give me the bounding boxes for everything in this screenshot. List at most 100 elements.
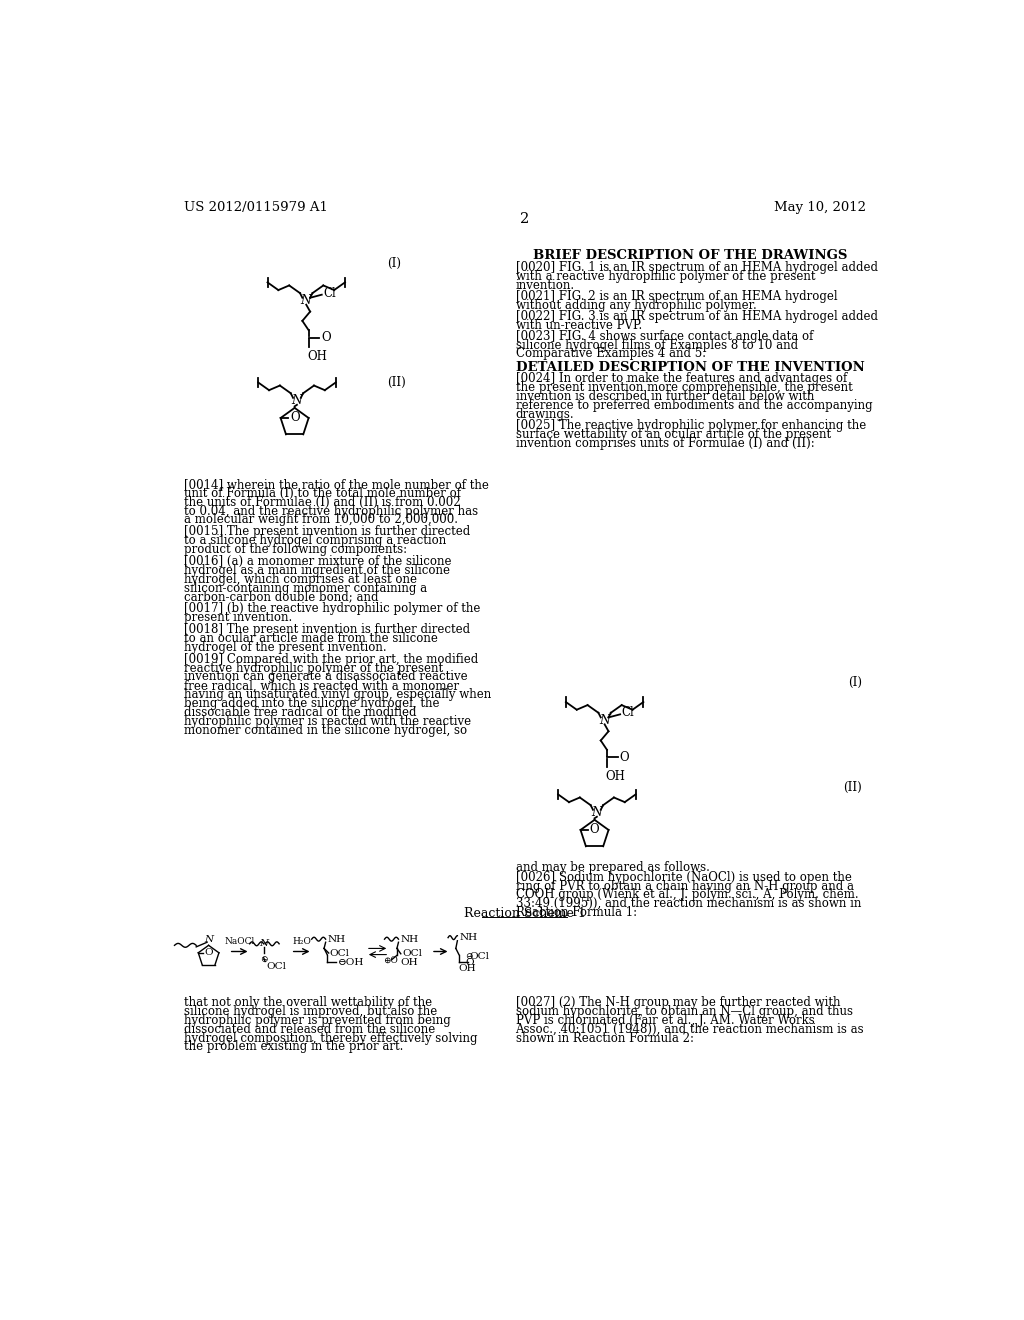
Text: OCl: OCl [470, 952, 489, 961]
Text: N: N [259, 940, 268, 948]
Text: Comparative Examples 4 and 5.: Comparative Examples 4 and 5. [515, 347, 706, 360]
Text: carbon-carbon double bond; and: carbon-carbon double bond; and [183, 590, 378, 603]
Text: N: N [599, 714, 610, 727]
Text: [0018] The present invention is further directed: [0018] The present invention is further … [183, 623, 470, 636]
Text: dissociated and released from the silicone: dissociated and released from the silico… [183, 1023, 435, 1036]
Text: ⊖OH: ⊖OH [338, 958, 365, 966]
Text: to a silicone hydrogel comprising a reaction: to a silicone hydrogel comprising a reac… [183, 535, 446, 548]
Text: NH: NH [328, 935, 346, 944]
Text: product of the following components:: product of the following components: [183, 543, 407, 556]
Text: OH: OH [458, 964, 476, 973]
Text: ⊖: ⊖ [261, 954, 268, 964]
Text: May 10, 2012: May 10, 2012 [774, 201, 866, 214]
Text: the units of Formulae (I) and (II) is from 0.002: the units of Formulae (I) and (II) is fr… [183, 496, 461, 508]
Text: (II): (II) [843, 780, 862, 793]
Text: monomer contained in the silicone hydrogel, so: monomer contained in the silicone hydrog… [183, 723, 467, 737]
Text: invention can generate a disassociated reactive: invention can generate a disassociated r… [183, 671, 467, 684]
Text: Cl: Cl [324, 286, 336, 300]
Text: [0020] FIG. 1 is an IR spectrum of an HEMA hydrogel added: [0020] FIG. 1 is an IR spectrum of an HE… [515, 261, 878, 273]
Text: with a reactive hydrophilic polymer of the present: with a reactive hydrophilic polymer of t… [515, 269, 815, 282]
Text: free radical, which is reacted with a monomer: free radical, which is reacted with a mo… [183, 680, 459, 692]
Text: [0015] The present invention is further directed: [0015] The present invention is further … [183, 525, 470, 539]
Text: silicone hydrogel films of Examples 8 to 10 and: silicone hydrogel films of Examples 8 to… [515, 339, 798, 351]
Text: US 2012/0115979 A1: US 2012/0115979 A1 [183, 201, 328, 214]
Text: [0027] (2) The N-H group may be further reacted with: [0027] (2) The N-H group may be further … [515, 997, 840, 1010]
Text: Reaction Formula 1:: Reaction Formula 1: [515, 906, 637, 919]
Text: (II): (II) [388, 376, 407, 388]
Text: ring of PVR to obtain a chain having an N-H group and a: ring of PVR to obtain a chain having an … [515, 879, 853, 892]
Text: invention is described in further detail below with: invention is described in further detail… [515, 391, 814, 403]
Text: the present invention more comprehensible, the present: the present invention more comprehensibl… [515, 381, 852, 395]
Text: with un-reactive PVP.: with un-reactive PVP. [515, 318, 642, 331]
Text: [0017] (b) the reactive hydrophilic polymer of the: [0017] (b) the reactive hydrophilic poly… [183, 602, 480, 615]
Text: reference to preferred embodiments and the accompanying: reference to preferred embodiments and t… [515, 399, 872, 412]
Text: hydrophilic polymer is prevented from being: hydrophilic polymer is prevented from be… [183, 1014, 451, 1027]
Text: OCl: OCl [266, 962, 286, 972]
Text: to an ocular article made from the silicone: to an ocular article made from the silic… [183, 632, 437, 645]
Text: reactive hydrophilic polymer of the present: reactive hydrophilic polymer of the pres… [183, 661, 443, 675]
Text: O: O [620, 751, 629, 764]
Text: 33:49 (1995)), and the reaction mechanism is as shown in: 33:49 (1995)), and the reaction mechanis… [515, 898, 861, 911]
Text: O: O [205, 948, 213, 957]
Text: present invention.: present invention. [183, 611, 292, 624]
Text: (I): (I) [388, 257, 401, 271]
Text: O: O [290, 412, 300, 425]
Text: H₂O: H₂O [292, 937, 311, 946]
Text: N: N [592, 807, 602, 820]
Text: silicon-containing monomer containing a: silicon-containing monomer containing a [183, 582, 427, 594]
Text: having an unsaturated vinyl group, especially when: having an unsaturated vinyl group, espec… [183, 688, 492, 701]
Text: Cl: Cl [622, 706, 635, 719]
Text: hydrogel composition, thereby effectively solving: hydrogel composition, thereby effectivel… [183, 1032, 477, 1044]
Text: (I): (I) [848, 676, 862, 689]
Text: [0022] FIG. 3 is an IR spectrum of an HEMA hydrogel added: [0022] FIG. 3 is an IR spectrum of an HE… [515, 310, 878, 322]
Text: [0019] Compared with the prior art, the modified: [0019] Compared with the prior art, the … [183, 653, 478, 665]
Text: being added into the silicone hydrogel, the: being added into the silicone hydrogel, … [183, 697, 439, 710]
Text: [0024] In order to make the features and advantages of: [0024] In order to make the features and… [515, 372, 847, 385]
Text: hydrogel of the present invention.: hydrogel of the present invention. [183, 640, 386, 653]
Text: OH: OH [307, 350, 327, 363]
Text: that not only the overall wettability of the: that not only the overall wettability of… [183, 997, 432, 1010]
Text: shown in Reaction Formula 2:: shown in Reaction Formula 2: [515, 1032, 693, 1044]
Text: drawings.: drawings. [515, 408, 574, 421]
Text: Assoc., 40:1051 (1948)), and the reaction mechanism is as: Assoc., 40:1051 (1948)), and the reactio… [515, 1023, 864, 1036]
Text: ⊕O: ⊕O [383, 956, 398, 965]
Text: OH: OH [605, 770, 626, 783]
Text: without adding any hydrophilic polymer.: without adding any hydrophilic polymer. [515, 298, 757, 312]
Text: Reaction Scheme 1: Reaction Scheme 1 [464, 907, 586, 920]
Text: BRIEF DESCRIPTION OF THE DRAWINGS: BRIEF DESCRIPTION OF THE DRAWINGS [534, 249, 848, 263]
Text: COOH group (Wienk et al., J. polym. sci., A, Polym. chem.: COOH group (Wienk et al., J. polym. sci.… [515, 888, 858, 902]
Text: NH: NH [400, 935, 419, 944]
Text: and may be prepared as follows.: and may be prepared as follows. [515, 861, 710, 874]
Text: 2: 2 [520, 213, 529, 226]
Text: hydrophilic polymer is reacted with the reactive: hydrophilic polymer is reacted with the … [183, 714, 471, 727]
Text: dissociable free radical of the modified: dissociable free radical of the modified [183, 706, 417, 719]
Text: [0014] wherein the ratio of the mole number of the: [0014] wherein the ratio of the mole num… [183, 478, 488, 491]
Text: N: N [292, 395, 302, 408]
Text: unit of Formula (I) to the total mole number of: unit of Formula (I) to the total mole nu… [183, 487, 461, 500]
Text: N: N [301, 294, 311, 308]
Text: invention.: invention. [515, 279, 574, 292]
Text: invention comprises units of Formulae (I) and (II):: invention comprises units of Formulae (I… [515, 437, 814, 450]
Text: hydrogel as a main ingredient of the silicone: hydrogel as a main ingredient of the sil… [183, 564, 450, 577]
Text: PVP is chlorinated (Fair et al., J. AM. Water Works: PVP is chlorinated (Fair et al., J. AM. … [515, 1014, 814, 1027]
Text: sodium hypochlorite, to obtain an N—Cl group, and thus: sodium hypochlorite, to obtain an N—Cl g… [515, 1005, 853, 1018]
Text: silicone hydrogel is improved, but also the: silicone hydrogel is improved, but also … [183, 1005, 437, 1018]
Text: [0016] (a) a monomer mixture of the silicone: [0016] (a) a monomer mixture of the sili… [183, 554, 452, 568]
Text: NH: NH [460, 933, 478, 942]
Text: OH: OH [400, 958, 418, 966]
Text: the problem existing in the prior art.: the problem existing in the prior art. [183, 1040, 403, 1053]
Text: OCl: OCl [330, 949, 349, 958]
Text: DETAILED DESCRIPTION OF THE INVENTION: DETAILED DESCRIPTION OF THE INVENTION [516, 360, 865, 374]
Text: N: N [204, 935, 213, 944]
Text: hydrogel, which comprises at least one: hydrogel, which comprises at least one [183, 573, 417, 586]
Text: NaOCl: NaOCl [224, 937, 255, 946]
Text: to 0.04, and the reactive hydrophilic polymer has: to 0.04, and the reactive hydrophilic po… [183, 504, 478, 517]
Text: O: O [465, 958, 474, 966]
Text: [0025] The reactive hydrophilic polymer for enhancing the: [0025] The reactive hydrophilic polymer … [515, 418, 865, 432]
Text: [0026] Sodium hypochlorite (NaOCl) is used to open the: [0026] Sodium hypochlorite (NaOCl) is us… [515, 871, 851, 883]
Text: O: O [321, 331, 331, 345]
Text: [0023] FIG. 4 shows surface contact angle data of: [0023] FIG. 4 shows surface contact angl… [515, 330, 813, 343]
Text: O: O [590, 824, 599, 837]
Text: [0021] FIG. 2 is an IR spectrum of an HEMA hydrogel: [0021] FIG. 2 is an IR spectrum of an HE… [515, 289, 838, 302]
Text: ⊖: ⊖ [465, 952, 473, 961]
